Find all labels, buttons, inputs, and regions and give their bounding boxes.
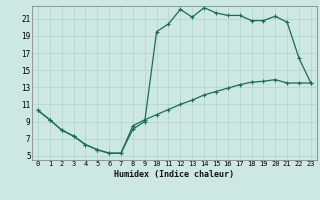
X-axis label: Humidex (Indice chaleur): Humidex (Indice chaleur) bbox=[115, 170, 234, 179]
